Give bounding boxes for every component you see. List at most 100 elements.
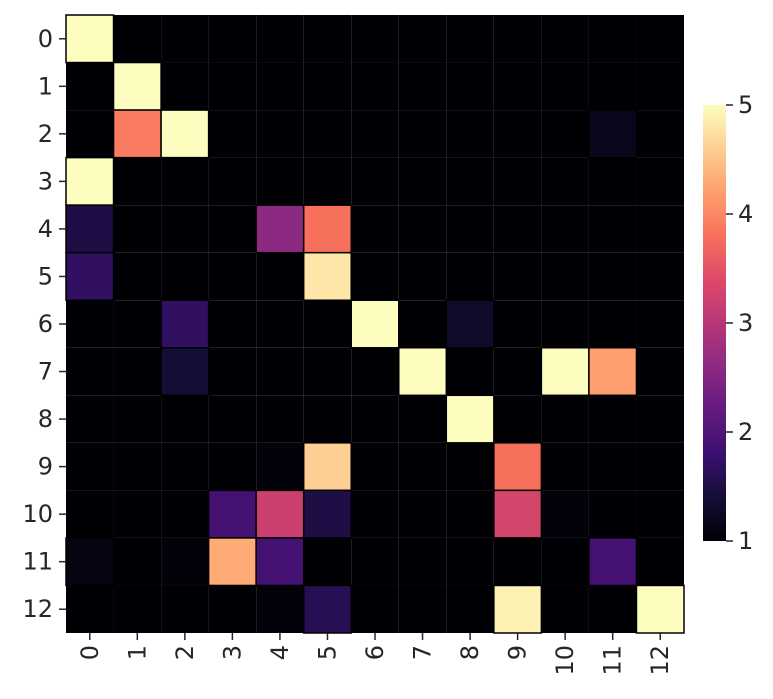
heatmap-cell-r5-c4 <box>256 252 304 301</box>
heatmap-cell-r3-c4 <box>256 157 304 206</box>
heatmap-cell-r2-c1 <box>112 109 162 159</box>
heatmap-cell-r7-c12 <box>636 347 684 396</box>
heatmap-cell-r12-c10 <box>541 585 589 633</box>
heatmap-cell-r9-c10 <box>541 442 589 491</box>
heatmap-cell-r10-c5 <box>302 489 352 539</box>
heatmap-cell-r0-c12 <box>636 15 684 63</box>
heatmap-cell-r11-c4 <box>255 537 305 587</box>
heatmap-cell-r3-c3 <box>208 157 257 206</box>
heatmap-cell-r9-c0 <box>66 442 114 491</box>
heatmap-cell-r4-c2 <box>161 205 209 253</box>
heatmap-cell-r2-c0 <box>66 110 114 158</box>
heatmap-cell-r4-c1 <box>113 205 162 253</box>
heatmap-cell-r6-c3 <box>208 300 257 348</box>
heatmap-cell-r1-c11 <box>588 62 637 111</box>
heatmap-cell-r10-c0 <box>66 490 114 538</box>
heatmap-cell-r8-c1 <box>113 395 162 443</box>
heatmap-cell-r1-c8 <box>446 62 494 111</box>
heatmap-cell-r2-c10 <box>541 110 589 158</box>
x-tick-label: 7 <box>409 645 437 660</box>
heatmap-cell-r10-c7 <box>398 490 447 538</box>
y-tick-label: 11 <box>22 548 53 576</box>
heatmap-cell-r1-c6 <box>351 62 399 111</box>
heatmap-cell-r5-c6 <box>351 252 399 301</box>
heatmap-cell-r0-c0 <box>65 14 115 64</box>
heatmap-cell-r11-c9 <box>493 537 542 586</box>
heatmap-cell-r9-c3 <box>208 442 257 491</box>
colorbar: 1 2 3 4 5 <box>703 91 753 555</box>
heatmap-cell-r10-c12 <box>636 490 684 538</box>
heatmap-cell-r10-c11 <box>588 490 637 538</box>
heatmap-cell-r8-c11 <box>588 395 637 443</box>
heatmap-cell-r1-c0 <box>66 62 114 111</box>
heatmap-cell-r8-c12 <box>636 395 684 443</box>
heatmap-cell-r10-c6 <box>351 490 399 538</box>
heatmap-cell-r12-c9 <box>493 584 543 634</box>
heatmap-cell-r4-c8 <box>446 205 494 253</box>
y-tick-label: 2 <box>38 120 53 148</box>
heatmap-cell-r11-c0 <box>65 537 115 587</box>
heatmap-cell-r2-c8 <box>446 110 494 158</box>
heatmap-cell-r4-c9 <box>493 205 542 253</box>
heatmap-cell-r6-c9 <box>493 300 542 348</box>
heatmap-cell-r9-c9 <box>493 442 543 492</box>
heatmap-cell-r8-c5 <box>303 395 352 443</box>
heatmap-cell-r10-c1 <box>113 490 162 538</box>
heatmap-cell-r9-c12 <box>636 442 684 491</box>
x-tick-label: 6 <box>361 645 389 660</box>
heatmap-cell-r12-c12 <box>635 584 685 634</box>
heatmap-cell-r3-c8 <box>446 157 494 206</box>
heatmap-cell-r12-c1 <box>113 585 162 633</box>
heatmap-cell-r9-c5 <box>302 442 352 492</box>
heatmap-cell-r11-c3 <box>207 537 257 587</box>
x-tick-label: 4 <box>266 645 294 660</box>
heatmap-cell-r7-c10 <box>540 347 590 397</box>
heatmap-cell-r4-c12 <box>636 205 684 253</box>
heatmap-cell-r11-c1 <box>113 537 162 586</box>
heatmap-cell-r3-c1 <box>113 157 162 206</box>
heatmap-cell-r0-c2 <box>161 15 209 63</box>
heatmap-cell-r10-c4 <box>255 489 305 539</box>
x-tick-label: 2 <box>171 645 199 660</box>
heatmap-cell-r1-c12 <box>636 62 684 111</box>
heatmap-cell-r6-c0 <box>66 300 114 348</box>
heatmap-cell-r12-c0 <box>66 585 114 633</box>
heatmap-cell-r0-c11 <box>588 15 637 63</box>
heatmap-cell-r5-c3 <box>208 252 257 301</box>
heatmap-cell-r7-c5 <box>303 347 352 396</box>
colorbar-tick-label: 5 <box>738 91 753 119</box>
heatmap-cell-r8-c9 <box>493 395 542 443</box>
heatmap-cell-r4-c7 <box>398 205 447 253</box>
heatmap-cell-r0-c6 <box>351 15 399 63</box>
x-tick-label: 0 <box>76 645 104 660</box>
x-tick-label: 5 <box>313 645 341 660</box>
heatmap-cell-r5-c7 <box>398 252 447 301</box>
colorbar-tick-label: 3 <box>738 309 753 337</box>
heatmap-cell-r1-c7 <box>398 62 447 111</box>
heatmap-cell-r2-c5 <box>303 110 352 158</box>
heatmap-cell-r2-c11 <box>588 109 638 159</box>
heatmap-cell-r8-c6 <box>351 395 399 443</box>
heatmap-cell-r7-c3 <box>208 347 257 396</box>
heatmap-cell-r5-c9 <box>493 252 542 301</box>
heatmap-cell-r7-c7 <box>398 347 448 397</box>
heatmap-cell-r0-c10 <box>541 15 589 63</box>
heatmap-cell-r11-c6 <box>351 537 399 586</box>
heatmap-cell-r8-c8 <box>445 394 495 444</box>
heatmap-cell-r2-c4 <box>256 110 304 158</box>
heatmap-cell-r6-c6 <box>350 299 400 349</box>
heatmap-cell-r3-c10 <box>541 157 589 206</box>
heatmap-cell-r0-c7 <box>398 15 447 63</box>
y-tick-label: 10 <box>22 500 53 528</box>
heatmap-cell-r2-c12 <box>636 110 684 158</box>
heatmap-cell-r10-c8 <box>446 490 494 538</box>
heatmap-cell-r2-c7 <box>398 110 447 158</box>
x-tick-label: 8 <box>456 645 484 660</box>
y-tick-label: 8 <box>38 405 53 433</box>
heatmap-cell-r5-c12 <box>636 252 684 301</box>
heatmap-cell-r8-c7 <box>398 395 447 443</box>
heatmap-cell-r0-c8 <box>446 15 494 63</box>
heatmap-cell-r9-c6 <box>351 442 399 491</box>
heatmap-cell-r3-c0 <box>65 156 115 206</box>
